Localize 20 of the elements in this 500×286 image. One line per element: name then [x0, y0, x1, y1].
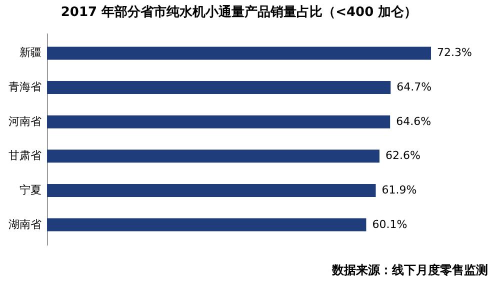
data-label: 60.1%	[372, 218, 408, 231]
y-tick-label: 甘肃省	[8, 149, 42, 162]
bar	[47, 81, 391, 94]
data-label: 72.3%	[437, 46, 472, 60]
data-label: 62.6%	[385, 149, 420, 162]
y-tick-label: 青海省	[8, 80, 42, 94]
y-tick-label: 湖南省	[8, 218, 42, 231]
bar	[47, 150, 380, 163]
source-note: 数据来源：线下月度零售监测	[332, 262, 488, 279]
data-label: 61.9%	[382, 183, 417, 196]
data-label: 64.6%	[396, 114, 432, 128]
bar	[47, 184, 376, 197]
bar	[47, 218, 366, 232]
bar	[47, 46, 431, 60]
y-tick-label: 河南省	[8, 114, 42, 128]
y-tick-label: 新疆	[20, 46, 42, 60]
y-tick-label: 宁夏	[20, 183, 42, 196]
chart-title: 2017 年部分省市纯水机小通量产品销量占比（<400 加仑）	[60, 4, 418, 20]
bar	[47, 115, 390, 128]
data-label: 64.7%	[396, 80, 432, 94]
